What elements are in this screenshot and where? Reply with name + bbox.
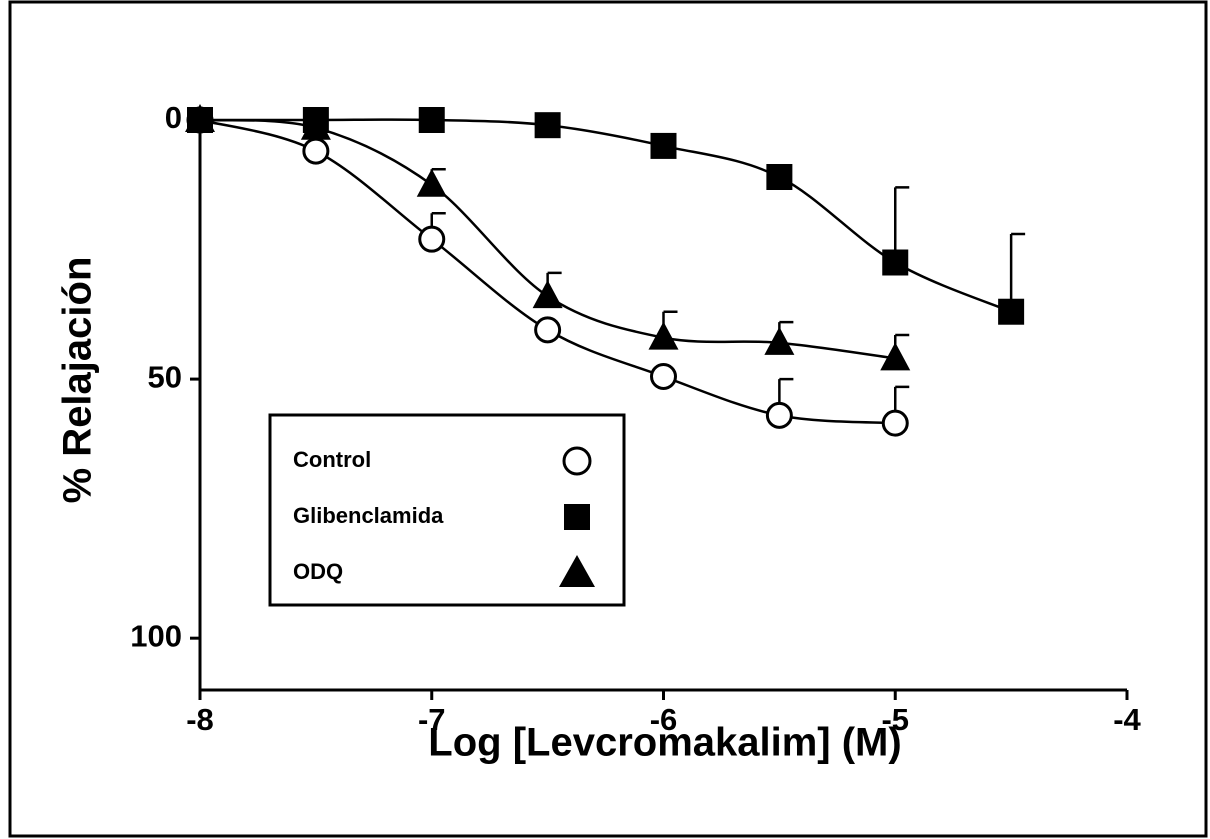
marker	[532, 280, 563, 309]
marker	[882, 249, 909, 276]
marker	[880, 342, 911, 371]
marker	[185, 104, 215, 132]
y-tick-label: 50	[148, 359, 182, 394]
x-tick-label: -4	[1113, 702, 1141, 737]
marker	[650, 363, 677, 390]
y-tick-label: 100	[130, 618, 182, 653]
y-axis-title: % Relajación	[56, 257, 100, 504]
marker	[998, 298, 1025, 325]
marker	[416, 168, 447, 197]
legend-marker	[562, 446, 592, 476]
marker	[881, 409, 909, 437]
marker	[534, 112, 561, 139]
x-tick-label: -8	[186, 702, 214, 737]
legend-label: ODQ	[293, 559, 343, 584]
marker	[418, 225, 446, 253]
legend-label: Control	[293, 447, 371, 472]
x-tick-label: -5	[881, 702, 909, 737]
marker	[766, 164, 793, 190]
y-tick-label: 0	[165, 100, 182, 135]
frame	[8, 0, 1208, 838]
x-tick-label: -7	[418, 702, 446, 737]
marker	[765, 401, 793, 429]
marker	[302, 137, 330, 165]
marker	[764, 326, 795, 355]
legend-label: Glibenclamida	[293, 503, 444, 528]
marker	[300, 111, 331, 140]
x-tick-label: -6	[650, 702, 678, 737]
legend-marker	[559, 555, 595, 587]
marker	[534, 316, 562, 344]
legend-marker	[564, 504, 590, 530]
marker	[650, 132, 677, 159]
x-axis-title: Log [Levcromakalim] (M)	[428, 721, 901, 765]
marker	[418, 107, 445, 133]
marker	[648, 321, 679, 350]
